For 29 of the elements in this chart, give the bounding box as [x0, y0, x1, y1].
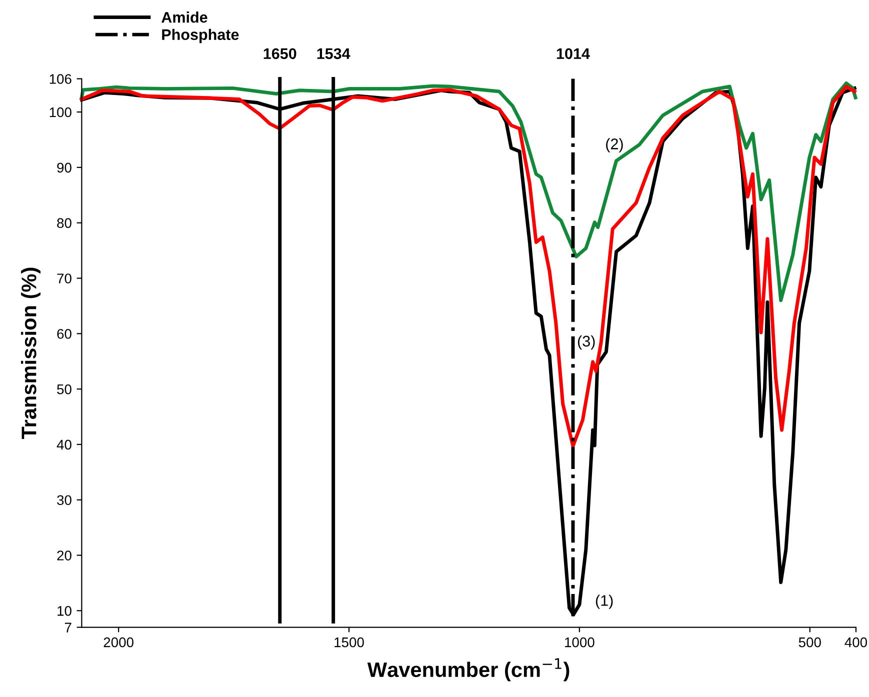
y-tick-label: 50 [57, 384, 72, 394]
x-tick-label: 400 [844, 637, 868, 648]
y-tick-label: 106 [50, 74, 72, 84]
series-label: (1) [596, 594, 613, 609]
annotation: 1534 [317, 48, 350, 60]
legend-label: Phosphate [162, 28, 239, 44]
y-axis-title: Transmission (%) [21, 268, 40, 440]
legend-label: Amide [162, 12, 208, 23]
annotation: 1014 [556, 48, 590, 60]
y-tick-label: 60 [57, 328, 72, 339]
y-tick-label: 10 [58, 606, 72, 616]
x-tick-label: 1000 [565, 637, 594, 648]
series-label: (2) [606, 138, 623, 152]
y-tick-label: 7 [64, 622, 72, 632]
x-axis-title: Wavenumber (cm$^{−1}$) [367, 658, 570, 682]
x-tick-label: 500 [798, 637, 821, 648]
x-tick-label: 2000 [104, 637, 134, 648]
y-tick-label: 30 [57, 495, 72, 506]
y-tick-label: 40 [56, 440, 72, 450]
annotation: 1650 [264, 48, 296, 60]
y-tick-label: 90 [57, 162, 72, 173]
line-series [80, 84, 856, 448]
y-tick-label: 20 [57, 550, 72, 560]
x-tick-label: 1500 [334, 637, 364, 648]
line-series [80, 81, 858, 302]
y-tick-label: 100 [50, 107, 72, 118]
y-tick-label: 80 [57, 218, 72, 228]
y-tick-label: 70 [57, 274, 72, 284]
series-label: (3) [578, 335, 595, 350]
